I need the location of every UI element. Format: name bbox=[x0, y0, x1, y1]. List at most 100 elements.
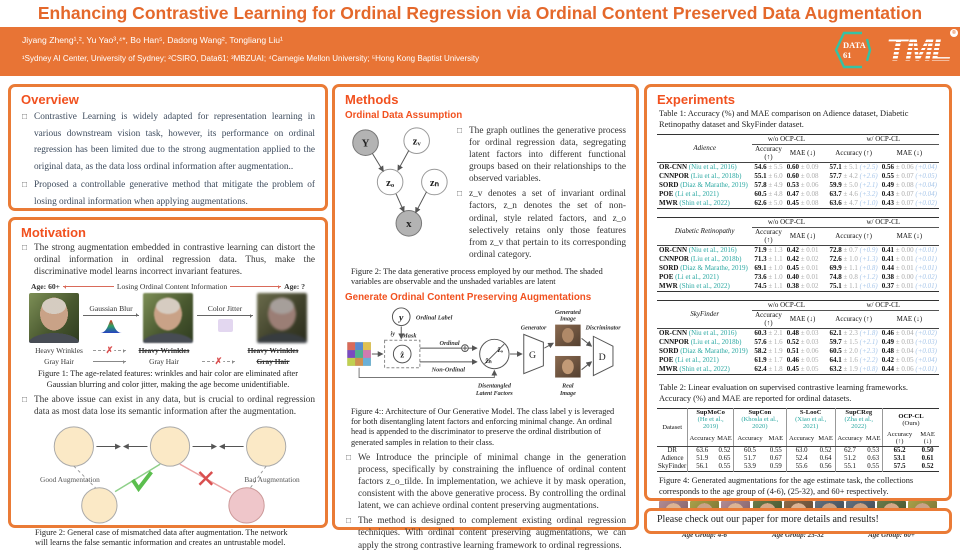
value-cell: 0.42 ± 0.01 bbox=[786, 246, 819, 255]
column-header: MAE bbox=[864, 430, 883, 447]
method-header: S-LooC (Xiao et al., 2021) bbox=[785, 408, 836, 431]
arrow-icon bbox=[83, 313, 139, 318]
left-arrow-icon bbox=[63, 284, 114, 289]
table-row: CNNPOR (Liu et al., 2018b) 71.3 ± 1.1 0.42… bbox=[657, 255, 939, 264]
table-row: SORD (Diaz & Marathe, 2019) 57.8 ± 4.9 0.5… bbox=[657, 181, 939, 190]
svg-text:ẑₙ: ẑₙ bbox=[485, 355, 491, 364]
age-label-right: Age: ? bbox=[284, 282, 306, 292]
value-cell: 51.7 bbox=[732, 454, 767, 463]
method-cell: POE (Li et al., 2021) bbox=[659, 190, 719, 199]
table-row: Adience 51.9 0.65 51.7 0.67 52.4 0.64 51.2 0.63 5… bbox=[657, 454, 939, 463]
method-cell: POE (Li et al., 2021) bbox=[659, 356, 719, 365]
method-cell: MWR (Shin et al., 2022) bbox=[659, 282, 730, 291]
value-cell: 0.59 bbox=[769, 463, 782, 471]
value-cell: 69.1 ± 1.0 bbox=[754, 264, 783, 273]
logos: DATA 61 TML ® bbox=[834, 29, 958, 70]
overview-section: Overview Contrastive Learning is widely … bbox=[8, 84, 328, 211]
svg-text:Ordinal: Ordinal bbox=[439, 340, 459, 347]
experiments-section: Experiments Table 1: Accuracy (%) and MA… bbox=[644, 84, 952, 539]
value-cell: 72.6 ± 1.0 (+1.3) bbox=[829, 255, 878, 264]
value-cell: 62.1 ± 2.3 (+1.8) bbox=[829, 329, 878, 338]
svg-text:Generator: Generator bbox=[521, 325, 547, 331]
color-jitter-icon bbox=[217, 319, 233, 333]
svg-text:ẑₒ: ẑₒ bbox=[498, 345, 503, 354]
svg-text:Discriminator: Discriminator bbox=[585, 325, 622, 331]
column-group: w/ OCP-CL bbox=[820, 134, 939, 145]
dataset-name: Adience bbox=[657, 134, 753, 163]
value-cell: 60.5 ± 2.0 (+2.3) bbox=[829, 347, 878, 356]
overview-heading: Overview bbox=[21, 92, 79, 107]
original-face-image bbox=[29, 293, 79, 344]
table-row: MWR (Shin et al., 2022) 62.6 ± 5.0 0.45 ± … bbox=[657, 199, 939, 209]
svg-text:61: 61 bbox=[843, 50, 852, 60]
value-cell: 65.2 bbox=[881, 446, 917, 455]
value-cell: 0.41 ± 0.01 (+0.01) bbox=[881, 255, 937, 264]
table-row: DR 63.6 0.52 60.5 0.55 63.0 0.52 62.7 0.53 65.2 0.… bbox=[657, 446, 939, 455]
color-jitter-label: Color Jitter bbox=[207, 304, 243, 314]
column-header: Accuracy (↑) bbox=[820, 310, 880, 329]
linear-eval-table: Dataset SupMoCo (He et al., 2019) SupCon (Kh… bbox=[657, 407, 939, 472]
column-group: w/o OCP-CL bbox=[752, 300, 821, 311]
table1-groups: Adience w/o OCP-CL w/ OCP-CL Accuracy (↑) MA… bbox=[657, 133, 939, 375]
value-cell: 60.5 ± 4.8 bbox=[754, 190, 783, 199]
figure2-caption: Figure 2: General case of mismatched dat… bbox=[35, 528, 288, 548]
svg-text:G: G bbox=[529, 350, 536, 361]
value-cell: 59.7 ± 1.5 (+2.1) bbox=[829, 338, 878, 347]
value-cell: 58.2 ± 1.9 bbox=[754, 347, 783, 356]
age-group-label: Age Group: 60+ bbox=[868, 530, 915, 539]
method-cell: MWR (Shin et al., 2022) bbox=[659, 365, 730, 374]
value-cell: 63.0 bbox=[785, 446, 817, 455]
method-header: SupCReg (Zha et al., 2022) bbox=[834, 408, 883, 431]
value-cell: 0.38 ± 0.00 (+0.02) bbox=[881, 273, 937, 282]
column-header: Accuracy bbox=[834, 430, 865, 447]
value-cell: 0.44 ± 0.06 (+0.01) bbox=[881, 365, 937, 374]
value-cell: 0.52 bbox=[921, 463, 934, 471]
value-cell: 0.53 ± 0.06 bbox=[786, 181, 819, 190]
value-cell: 72.8 ± 0.7 (+0.9) bbox=[829, 246, 878, 255]
svg-text:zₒ: zₒ bbox=[386, 177, 394, 189]
value-cell: 69.9 ± 1.1 (+0.8) bbox=[829, 264, 878, 273]
svg-text:Ordinal Label: Ordinal Label bbox=[416, 314, 453, 321]
value-cell: 71.9 ± 1.3 bbox=[754, 246, 783, 255]
svg-text:DATA: DATA bbox=[843, 40, 867, 50]
value-cell: 61.9 ± 1.7 bbox=[754, 356, 783, 365]
age-label-left: Age: 60+ bbox=[31, 282, 60, 292]
svg-text:zₙ: zₙ bbox=[430, 177, 440, 189]
svg-text:Disentangled: Disentangled bbox=[477, 383, 512, 389]
svg-text:Image: Image bbox=[559, 391, 576, 397]
column-header: MAE (↓) bbox=[879, 227, 939, 246]
column-header: Accuracy (↑) bbox=[820, 144, 880, 163]
age-group-label: Age Group: 4-6 bbox=[681, 530, 728, 539]
gaussian-curve-icon bbox=[100, 319, 122, 333]
value-cell: 56.1 bbox=[687, 462, 717, 472]
column-header: Accuracy (↑) bbox=[752, 310, 785, 329]
methods-item: We Introduce the principle of minimal ch… bbox=[345, 452, 626, 512]
generated-image bbox=[555, 324, 581, 346]
value-cell: 60.5 bbox=[732, 446, 767, 455]
generate-ocp-subheading: Generate Ordinal Content Preserving Augm… bbox=[345, 291, 592, 303]
value-cell: 0.40 ± 0.01 bbox=[786, 273, 819, 282]
feature-label: Gray Hair bbox=[44, 357, 74, 367]
methods-item: z_v denotes a set of invariant ordinal f… bbox=[456, 188, 626, 260]
methods-item: The graph outlines the generative proces… bbox=[456, 125, 626, 185]
figure4-caption: Figure 4: Generated augmentations for th… bbox=[659, 475, 914, 496]
value-cell: 0.56 ± 0.06 (+0.04) bbox=[881, 163, 937, 172]
method-header: SupCon (Khosla et al., 2020) bbox=[732, 408, 787, 431]
feature-label: Gray Hair bbox=[149, 357, 179, 367]
column-header: Accuracy bbox=[785, 430, 817, 447]
value-cell: 73.6 ± 1.0 bbox=[754, 273, 783, 282]
value-cell: 63.2 ± 1.9 (+0.8) bbox=[829, 365, 878, 374]
header-band: Jiyang Zheng¹,², Yu Yao³,⁴*, Bo Han⁵, Da… bbox=[0, 27, 960, 76]
column-header: Accuracy (↑) bbox=[820, 227, 880, 246]
value-cell: 0.55 bbox=[769, 447, 782, 455]
value-cell: 53.9 bbox=[732, 462, 767, 472]
tml-logo-icon: TML ® bbox=[886, 29, 958, 70]
column-header: Accuracy (↑) bbox=[881, 430, 917, 447]
value-cell: 55.1 ± 6.0 bbox=[754, 172, 783, 181]
svg-text:Generated: Generated bbox=[555, 309, 582, 315]
method-cell: SORD (Diaz & Marathe, 2019) bbox=[659, 264, 748, 273]
value-cell: 0.43 ± 0.07 (+0.04) bbox=[881, 190, 937, 199]
svg-text:zᵥ: zᵥ bbox=[413, 136, 422, 148]
value-cell: 53.1 bbox=[881, 454, 917, 463]
column-header: MAE bbox=[716, 430, 734, 447]
